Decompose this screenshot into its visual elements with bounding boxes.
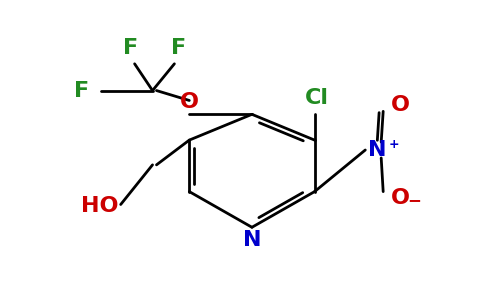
Text: Cl: Cl [304,88,329,108]
Text: O: O [391,188,410,208]
Text: O: O [180,92,199,112]
Text: N: N [368,140,386,160]
Text: +: + [388,138,399,151]
Text: F: F [171,38,186,58]
Text: F: F [123,38,138,58]
Text: F: F [74,81,89,100]
Text: O: O [391,95,410,116]
Text: HO: HO [81,196,119,217]
Text: −: − [407,190,421,208]
Text: N: N [242,230,261,250]
